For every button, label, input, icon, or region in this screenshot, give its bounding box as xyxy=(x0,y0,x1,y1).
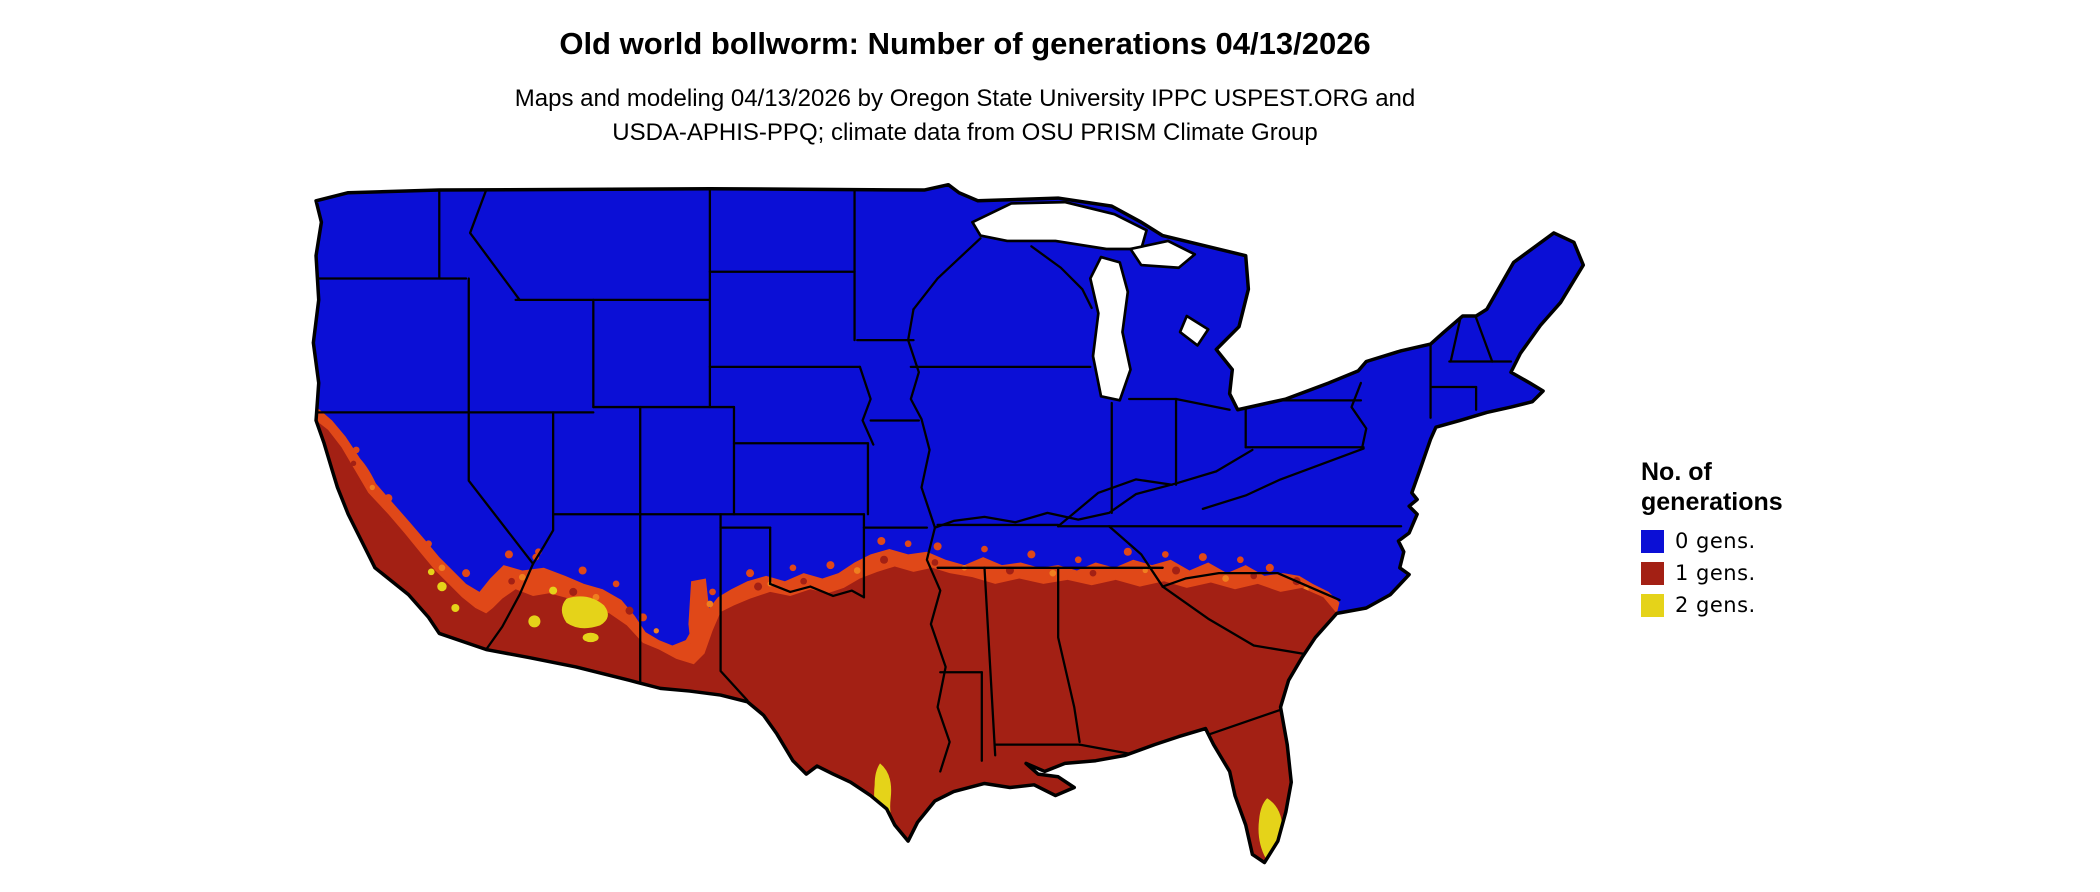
legend-swatch-1-rect xyxy=(1641,561,1664,585)
us-outline xyxy=(311,182,1586,865)
legend-label-1-gens: 1 gens. xyxy=(1675,561,1756,585)
legend-title: No. of generations xyxy=(1641,458,1783,517)
legend-item-0-gens: 0 gens. xyxy=(1641,529,1783,553)
subtitle-line-1: Maps and modeling 04/13/2026 by Oregon S… xyxy=(514,85,1416,112)
state-borders xyxy=(314,188,1513,773)
legend-title-line-2: generations xyxy=(1641,487,1783,516)
us-map xyxy=(311,182,1586,865)
great-lakes xyxy=(971,200,1210,402)
legend-swatch-2-gens xyxy=(1641,593,1664,617)
legend-label-0-gens: 0 gens. xyxy=(1675,529,1756,553)
lake-huron-straits xyxy=(1129,239,1197,270)
legend: No. of generations 0 gens. 1 gens. 2 gen… xyxy=(1641,458,1783,625)
legend-item-2-gens: 2 gens. xyxy=(1641,593,1783,617)
saginaw-bay xyxy=(1178,314,1210,347)
region-2-gens xyxy=(427,568,1283,859)
legend-label-2-gens: 2 gens. xyxy=(1675,593,1756,617)
legend-item-1-gens: 1 gens. xyxy=(1641,561,1783,585)
region-1-gens xyxy=(316,420,1337,863)
legend-swatch-0-gens xyxy=(1641,529,1664,553)
page-title: Old world bollworm: Number of generation… xyxy=(559,26,1371,61)
legend-swatch-2-rect xyxy=(1641,593,1664,617)
subtitle: Maps and modeling 04/13/2026 by Oregon S… xyxy=(515,82,1415,149)
lake-michigan xyxy=(1088,255,1132,402)
legend-title-line-1: No. of xyxy=(1641,458,1712,486)
legend-swatch-0-rect xyxy=(1641,529,1664,553)
subtitle-line-2: USDA-APHIS-PPQ; climate data from OSU PR… xyxy=(612,118,1318,146)
legend-swatch-1-gens xyxy=(1641,561,1664,585)
